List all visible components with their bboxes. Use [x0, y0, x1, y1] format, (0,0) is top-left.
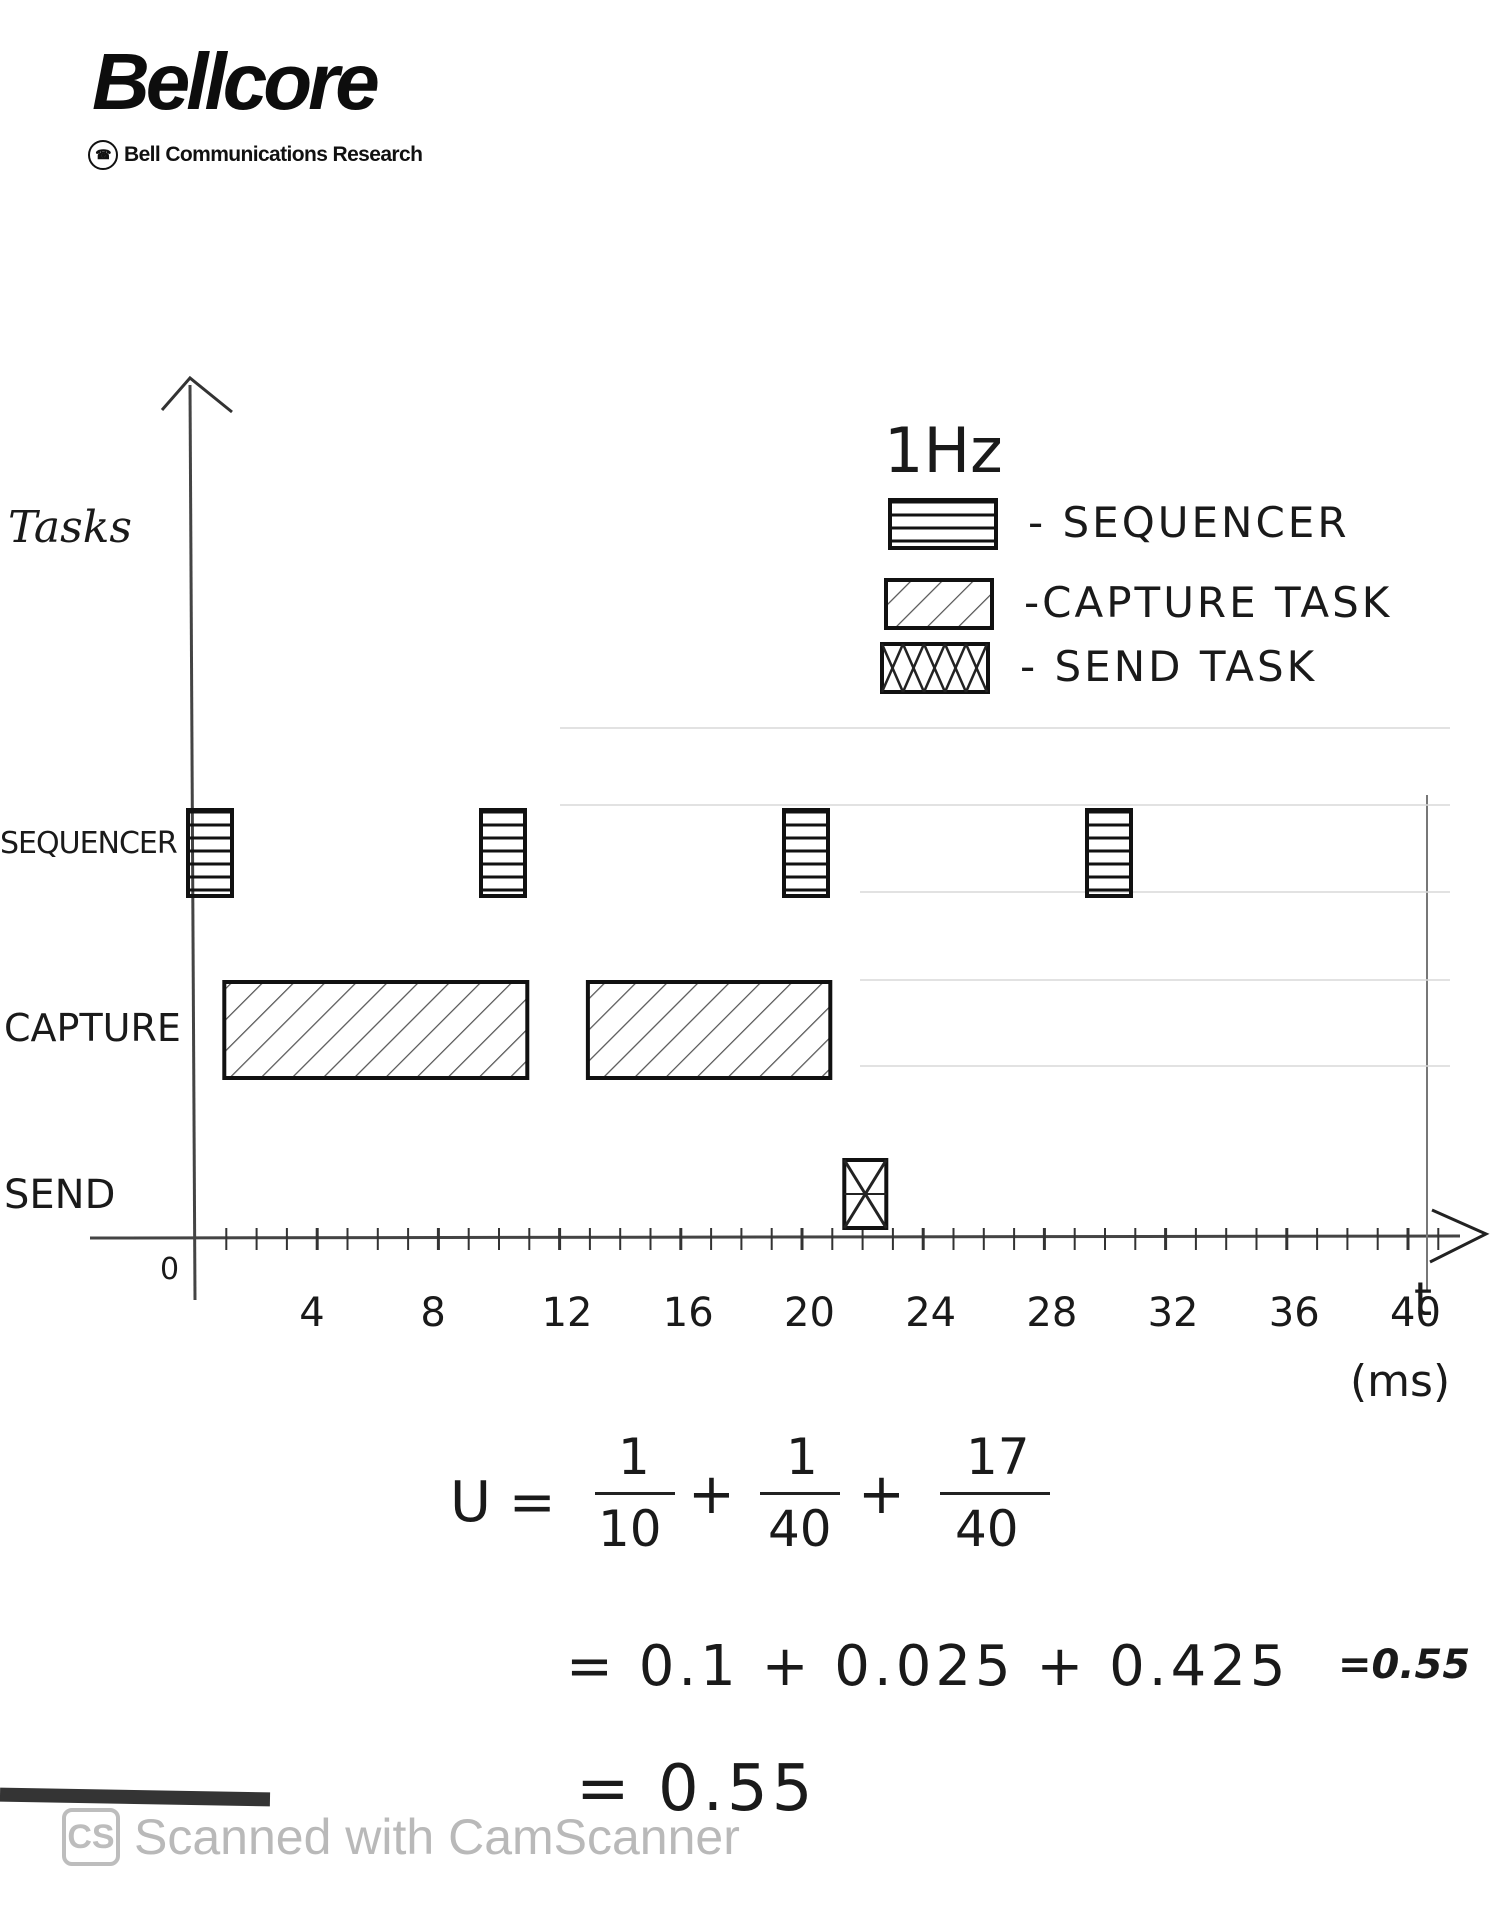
x-tick-label: 28 [1026, 1290, 1078, 1336]
x-tick-label: 20 [784, 1290, 835, 1336]
y-axis-label: Tasks [8, 502, 132, 553]
fraction-3-denominator: 40 [955, 1500, 1019, 1558]
sequencer-block [1085, 808, 1133, 898]
y-axis-arrow [160, 375, 233, 414]
x-axis [89, 1234, 1461, 1240]
camscanner-icon: CS [62, 1808, 120, 1866]
x-tick-label: 24 [905, 1290, 957, 1336]
camscanner-watermark: CS Scanned with CamScanner [62, 1808, 740, 1866]
row-label-capture: CAPTURE [4, 1006, 181, 1050]
plus-1: + [688, 1462, 735, 1527]
x-tick-label: 36 [1268, 1290, 1320, 1336]
bellcore-logo-subtitle: ☎ Bell Communications Research [88, 140, 423, 170]
legend-swatch-cross-hatch [880, 642, 990, 694]
equation-u: U = [450, 1470, 556, 1535]
sequencer-block [782, 808, 830, 898]
legend-label: - SEQUENCER [1028, 498, 1350, 547]
capture-block [585, 980, 833, 1080]
plus-2: + [858, 1462, 905, 1527]
row-label-sequencer: SEQUENCER [0, 826, 178, 861]
bell-logo-icon: ☎ [88, 140, 118, 170]
x-tick-label: 40 [1390, 1290, 1441, 1336]
fraction-2-numerator: 1 [786, 1428, 818, 1486]
fraction-1-bar [595, 1492, 675, 1495]
legend-swatch-diagonal-hatch [884, 578, 994, 630]
fraction-3-numerator: 17 [966, 1428, 1030, 1486]
x-axis-arrow [1429, 1208, 1490, 1264]
x-unit-label: (ms) [1350, 1356, 1451, 1407]
bellcore-logo-title: Bellcore [92, 37, 380, 126]
time-label: t [1414, 1272, 1433, 1326]
equation-line-3: = 0.55 [576, 1752, 817, 1826]
watermark-text: Scanned with CamScanner [134, 1809, 740, 1865]
fraction-3-bar [940, 1492, 1050, 1495]
row-label-send: SEND [4, 1172, 116, 1218]
x-tick-label: 8 [420, 1290, 446, 1336]
x-axis-ticks [225, 1228, 1440, 1250]
legend-label: - SEND TASK [1020, 642, 1318, 691]
x-origin-label: 0 [160, 1252, 180, 1287]
x-tick-label: 12 [541, 1290, 593, 1336]
fraction-1-denominator: 10 [598, 1500, 662, 1558]
grid [560, 727, 1450, 1067]
logo-subtitle-text: Bell Communications Research [124, 143, 423, 166]
equation-line-2: = 0.1 + 0.025 + 0.425 [566, 1634, 1290, 1699]
legend-swatch-horizontal-lines [888, 498, 998, 550]
legend-label: -CAPTURE TASK [1024, 578, 1393, 627]
sequencer-block [479, 808, 527, 898]
x-tick-label: 4 [299, 1290, 325, 1336]
x-tick-label: 32 [1147, 1290, 1199, 1336]
send-block [842, 1158, 889, 1230]
equation-line-2-note: =0.55 [1338, 1642, 1471, 1688]
fraction-1-numerator: 1 [618, 1428, 650, 1486]
legend-frequency: 1Hz [884, 414, 1003, 487]
fraction-2-denominator: 40 [768, 1500, 832, 1558]
x-tick-label: 16 [662, 1290, 714, 1336]
sequencer-block [186, 808, 234, 898]
fraction-2-bar [760, 1492, 840, 1495]
capture-block [222, 980, 530, 1080]
